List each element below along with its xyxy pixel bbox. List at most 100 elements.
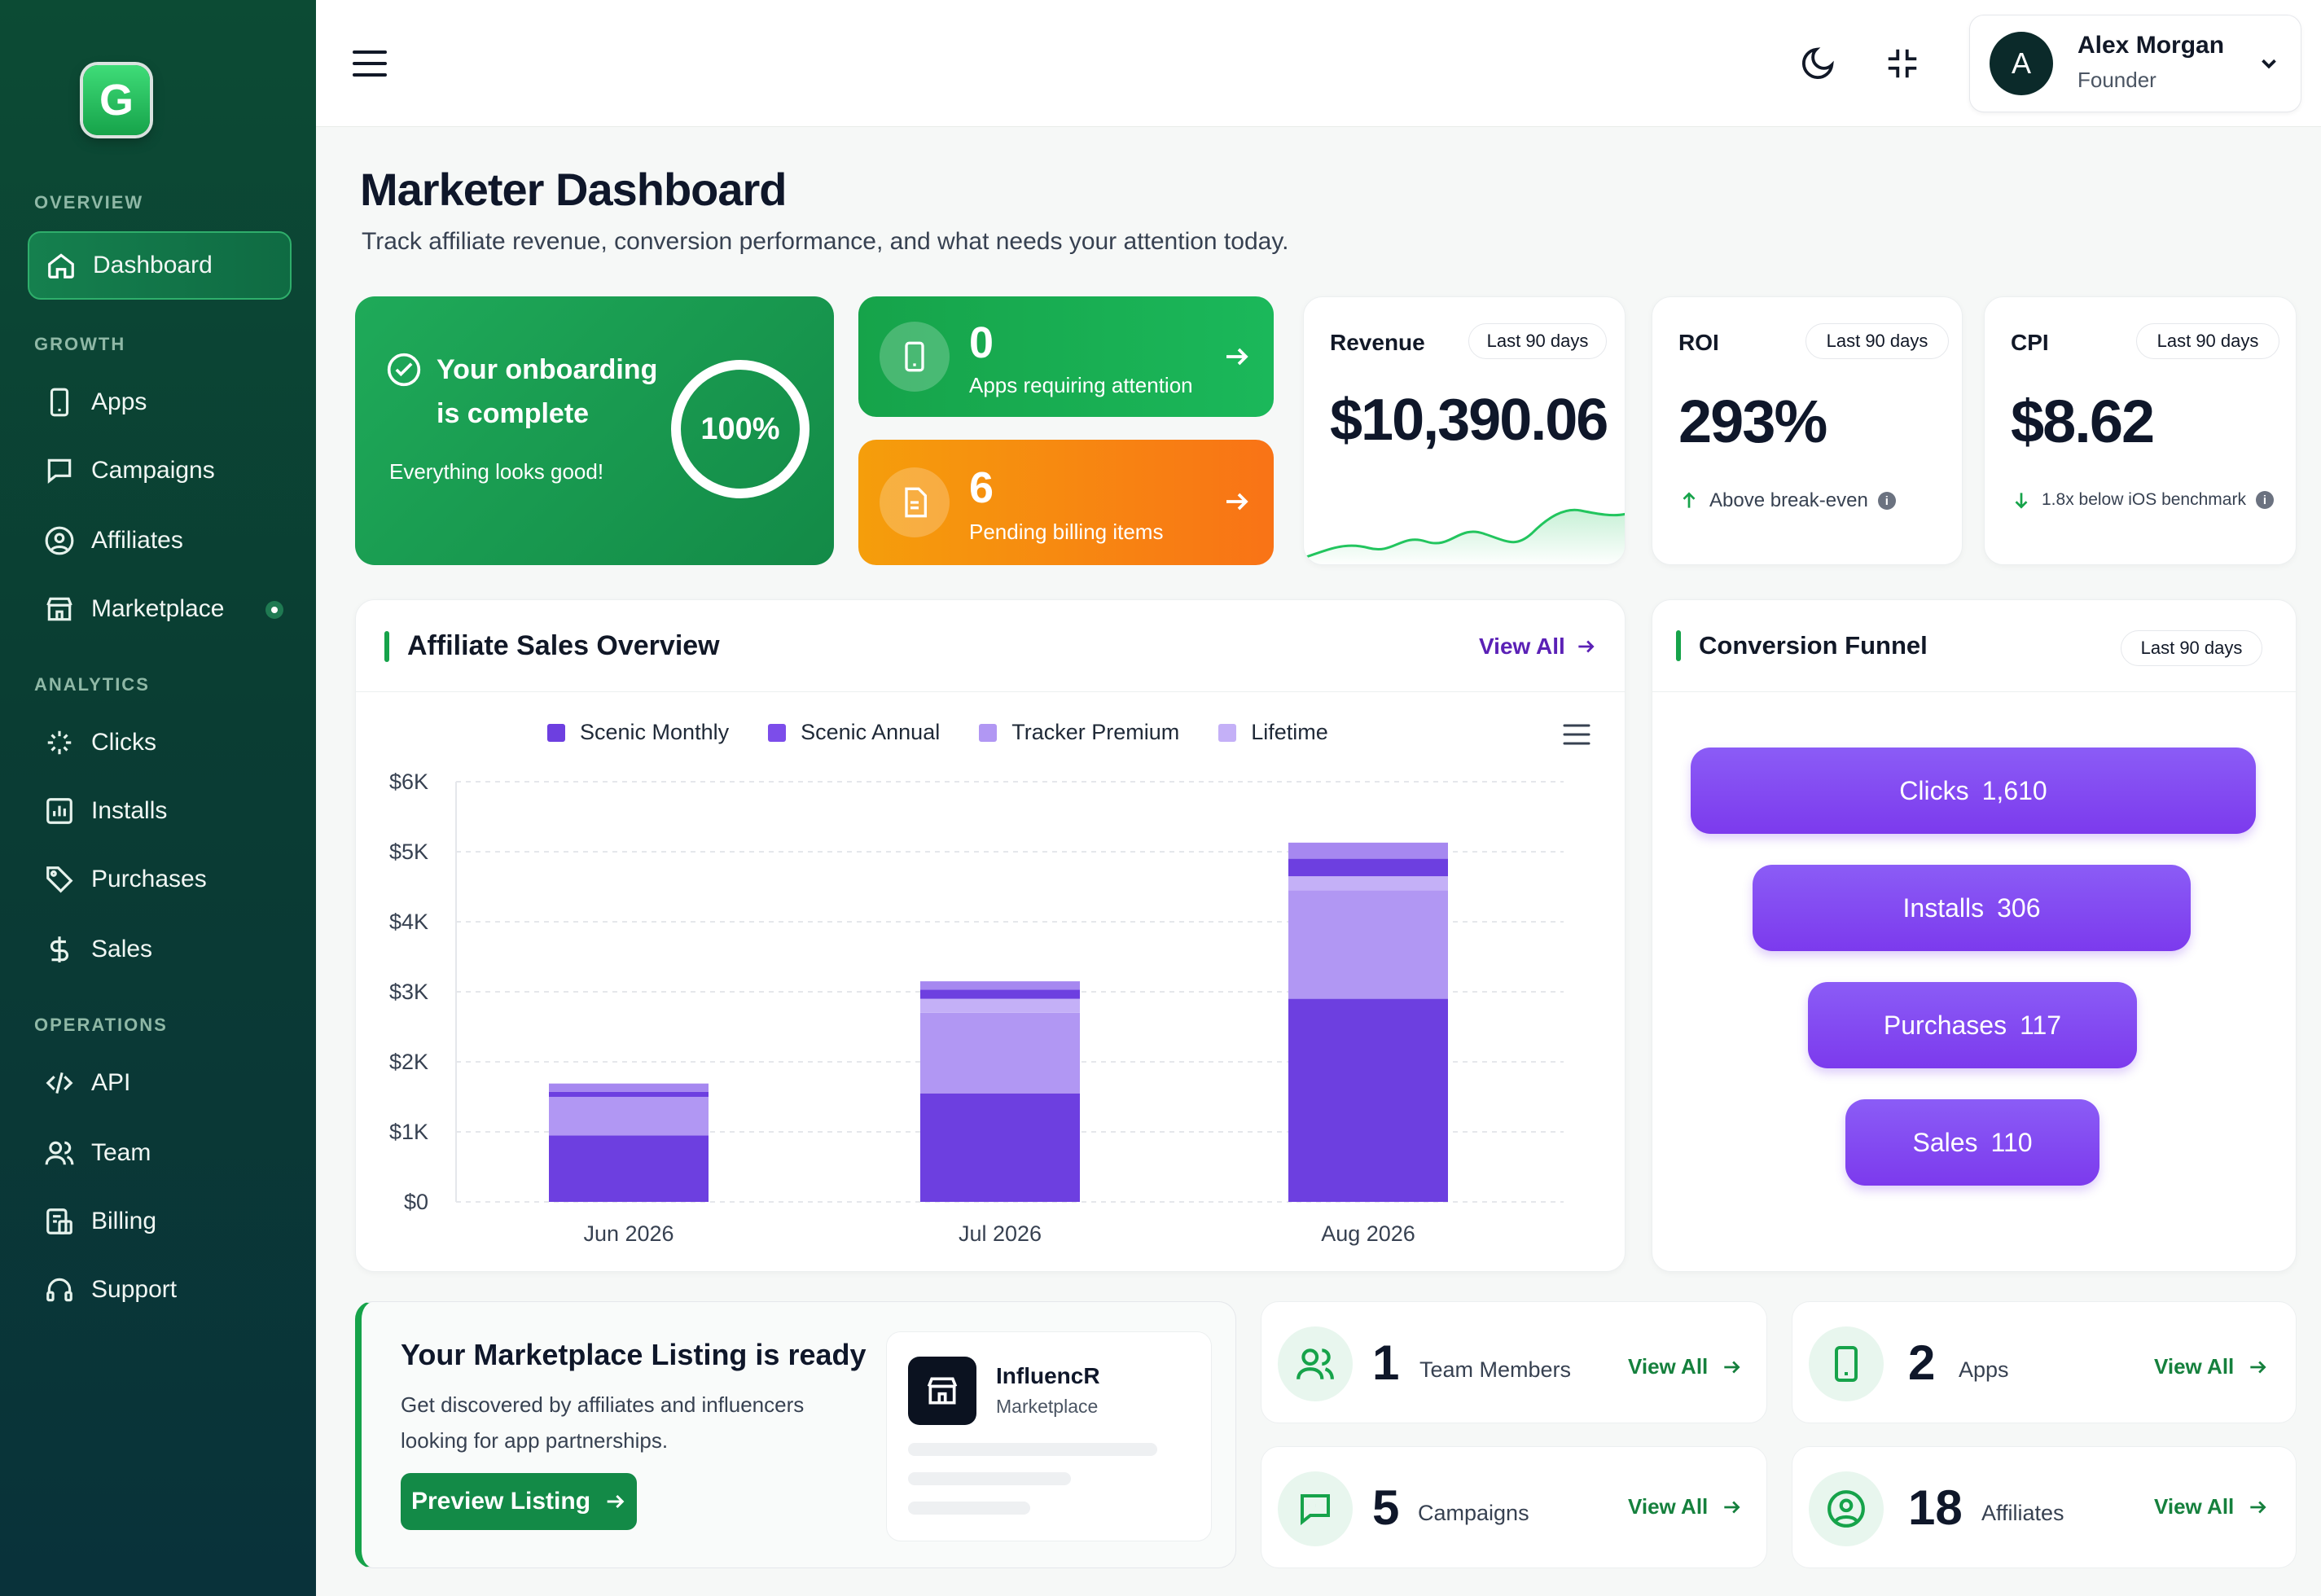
funnel-step-purchases[interactable]: Purchases 117 xyxy=(1808,982,2137,1068)
user-circle-icon xyxy=(1827,1490,1865,1528)
sidebar: G OVERVIEW Dashboard GROWTH Apps Campaig… xyxy=(0,0,316,1596)
bar-segment xyxy=(920,1012,1080,1094)
tag-icon xyxy=(46,866,73,893)
arrow-right-icon xyxy=(1226,348,1248,366)
apps-view-all-link[interactable]: View All xyxy=(2154,1354,2268,1379)
funnel-value: 110 xyxy=(1990,1127,2033,1157)
sidebar-item-team[interactable]: Team xyxy=(28,1119,292,1187)
sales-view-all-link[interactable]: View All xyxy=(1479,634,1596,660)
sidebar-item-campaigns[interactable]: Campaigns xyxy=(28,436,292,505)
summary-count: 18 xyxy=(1908,1480,1963,1535)
view-all-label: View All xyxy=(1628,1494,1709,1519)
cpi-value: $8.62 xyxy=(2011,388,2155,455)
legend-item[interactable]: Tracker Premium xyxy=(979,720,1179,745)
sidebar-item-support[interactable]: Support xyxy=(28,1256,292,1324)
arrow-right-icon xyxy=(2250,1361,2266,1373)
period-badge: Last 90 days xyxy=(1805,323,1949,359)
collapse-fullscreen-button[interactable] xyxy=(1878,39,1927,88)
phone-icon xyxy=(1835,1346,1858,1382)
app-logo xyxy=(908,1357,976,1425)
sales-bar-chart: $6K $5K $4K $3K $2K $1K $0 Jun 2026 Jul 2026 Aug … xyxy=(389,770,1564,1246)
billing-attention-card[interactable]: 6 Pending billing items xyxy=(858,440,1274,565)
summary-count: 1 xyxy=(1372,1335,1400,1390)
cpi-note-text: 1.8x below iOS benchmark xyxy=(2042,490,2246,509)
sidebar-item-installs[interactable]: Installs xyxy=(28,777,292,845)
chart-legend: Scenic Monthly Scenic Annual Tracker Pre… xyxy=(547,720,1328,745)
sidebar-item-label: Campaigns xyxy=(91,457,215,484)
legend-label: Scenic Annual xyxy=(801,720,941,744)
y-tick-label: $1K xyxy=(389,1120,428,1144)
team-view-all-link[interactable]: View All xyxy=(1628,1354,1742,1379)
revenue-value: $10,390.06 xyxy=(1330,388,1608,453)
home-icon xyxy=(48,253,74,278)
app-logo[interactable]: G xyxy=(83,65,150,135)
legend-swatch xyxy=(1218,723,1237,742)
legend-item[interactable]: Lifetime xyxy=(1218,720,1328,745)
section-overview: OVERVIEW xyxy=(34,192,144,213)
info-icon[interactable]: i xyxy=(2255,491,2274,509)
funnel-step-sales[interactable]: Sales 110 xyxy=(1845,1099,2099,1186)
attention-label: Pending billing items xyxy=(969,520,1164,544)
sidebar-item-affiliates[interactable]: Affiliates xyxy=(28,506,292,575)
phone-icon-wrap xyxy=(880,322,950,392)
card-divider xyxy=(1652,691,2296,692)
sidebar-item-label: API xyxy=(91,1069,131,1096)
card-title: Affiliate Sales Overview xyxy=(407,630,720,661)
arrow-right-icon xyxy=(1226,493,1248,511)
sparkle-click-icon xyxy=(47,730,72,755)
sidebar-item-purchases[interactable]: Purchases xyxy=(28,845,292,914)
chart-menu-button[interactable] xyxy=(1552,710,1601,759)
dark-mode-toggle[interactable] xyxy=(1793,39,1842,88)
bar-chart-icon xyxy=(46,798,72,824)
sidebar-item-marketplace[interactable]: Marketplace xyxy=(28,575,292,643)
affiliates-view-all-link[interactable]: View All xyxy=(2154,1494,2268,1519)
sidebar-item-sales[interactable]: Sales xyxy=(28,915,292,984)
attention-count: 0 xyxy=(969,318,994,367)
stat-label: ROI xyxy=(1678,330,1719,355)
arrow-right-icon xyxy=(1578,640,1595,653)
button-label: Preview Listing xyxy=(410,1488,591,1515)
summary-count: 2 xyxy=(1908,1335,1936,1390)
hamburger-icon xyxy=(353,50,387,77)
arrow-right-icon xyxy=(1724,1501,1740,1513)
marketplace-listing-card: Your Marketplace Listing is ready Get di… xyxy=(355,1301,1236,1568)
menu-toggle-button[interactable] xyxy=(345,39,394,88)
sidebar-item-label: Sales xyxy=(91,936,153,962)
sidebar-item-dashboard[interactable]: Dashboard xyxy=(28,231,292,300)
funnel-step-installs[interactable]: Installs 306 xyxy=(1753,865,2191,951)
onboarding-title-1: Your onboarding xyxy=(437,354,658,385)
funnel-value: 306 xyxy=(1997,892,2041,923)
section-growth: GROWTH xyxy=(34,334,126,354)
chevron-down-icon xyxy=(2262,59,2276,69)
view-all-label: View All xyxy=(2154,1494,2235,1519)
sidebar-item-billing[interactable]: Billing xyxy=(28,1187,292,1256)
revenue-sparkline xyxy=(1304,508,1625,564)
funnel-step-clicks[interactable]: Clicks 1,610 xyxy=(1691,748,2256,834)
listing-preview-card: InfluencR Marketplace xyxy=(886,1331,1212,1541)
skeleton-line xyxy=(908,1472,1071,1485)
sidebar-item-apps[interactable]: Apps xyxy=(28,368,292,436)
affiliates-summary-card: 18 Affiliates View All xyxy=(1792,1446,2297,1568)
info-icon[interactable]: i xyxy=(1877,492,1896,510)
user-menu[interactable]: A Alex Morgan Founder xyxy=(1969,15,2301,112)
x-tick-label: Jun 2026 xyxy=(583,1221,673,1246)
cpi-card: CPI Last 90 days $8.62 1.8x below iOS be… xyxy=(1984,296,2297,565)
card-title: Conversion Funnel xyxy=(1699,631,1928,660)
hamburger-icon xyxy=(1563,724,1590,745)
legend-item[interactable]: Scenic Annual xyxy=(768,720,940,745)
view-all-label: View All xyxy=(1479,634,1565,659)
preview-listing-button[interactable]: Preview Listing xyxy=(401,1473,637,1530)
sidebar-item-api[interactable]: API xyxy=(28,1049,292,1117)
sidebar-item-label: Dashboard xyxy=(93,252,213,278)
roi-note: Above break-even i xyxy=(1678,489,1896,512)
campaigns-view-all-link[interactable]: View All xyxy=(1628,1494,1742,1519)
sidebar-item-clicks[interactable]: Clicks xyxy=(28,708,292,777)
period-badge: Last 90 days xyxy=(2136,323,2279,359)
page-subtitle: Track affiliate revenue, conversion perf… xyxy=(362,228,1289,255)
sidebar-item-label: Billing xyxy=(91,1208,157,1234)
user-name: Alex Morgan xyxy=(2077,32,2225,59)
avatar: A xyxy=(1990,32,2053,95)
apps-attention-card[interactable]: 0 Apps requiring attention xyxy=(858,296,1274,417)
new-indicator-dot xyxy=(265,601,283,619)
legend-item[interactable]: Scenic Monthly xyxy=(547,720,729,745)
